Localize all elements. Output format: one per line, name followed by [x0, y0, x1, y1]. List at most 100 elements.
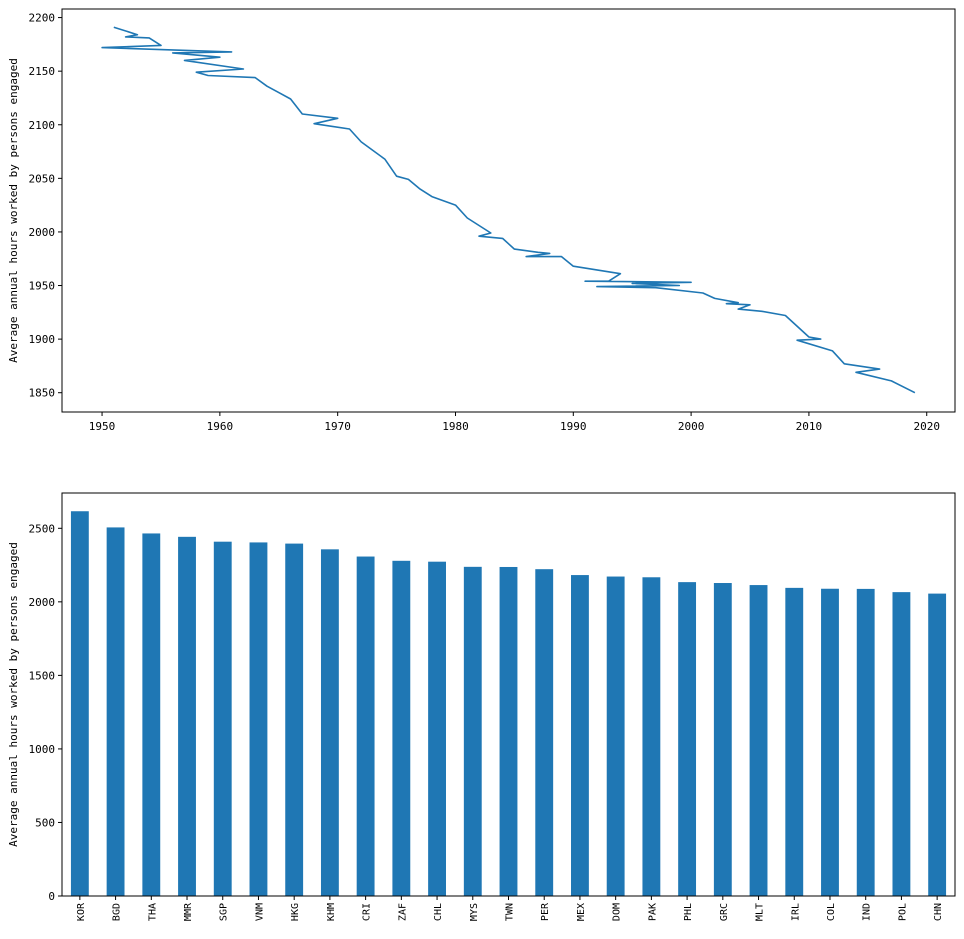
bar-ytick-label: 0 — [48, 890, 55, 903]
line-xtick-label: 2020 — [913, 420, 940, 433]
bar-chart-panel: KOR BGD THA MMR SGP VNM HKG KHM CRI ZAF CHL MYS TWN P… — [7, 492, 956, 921]
line-point-46 — [655, 287, 657, 289]
line-point-30 — [490, 232, 492, 234]
bar-dom — [606, 576, 625, 896]
bar-xtick-label: CHN — [933, 903, 944, 921]
line-point-44 — [679, 285, 681, 287]
line-point-63 — [914, 392, 916, 394]
bar-xtick-label: PHL — [683, 903, 694, 921]
bar-kor — [70, 511, 89, 896]
line-point-38 — [572, 265, 574, 267]
line-point-12 — [207, 75, 209, 77]
line-point-31 — [478, 235, 480, 237]
bar-per — [535, 569, 554, 896]
line-point-11 — [196, 71, 198, 73]
bar-xtick-label: MMR — [183, 902, 194, 921]
line-point-8 — [219, 56, 221, 58]
line-point-0 — [113, 26, 115, 28]
bar-xtick-label: IRL — [790, 903, 801, 921]
line-ytick-label: 2100 — [29, 119, 56, 132]
bar-y-axis-label: Average annual hours worked by persons e… — [7, 542, 20, 847]
line-point-9 — [184, 60, 186, 62]
line-point-1 — [137, 34, 139, 36]
line-point-61 — [855, 372, 857, 374]
bar-sgp — [213, 541, 232, 896]
line-point-43 — [631, 283, 633, 285]
line-point-52 — [737, 308, 739, 310]
line-point-13 — [254, 77, 256, 79]
line-point-24 — [396, 175, 398, 177]
bar-bgd — [106, 527, 125, 896]
bar-mys — [463, 566, 482, 896]
line-xtick-label: 1950 — [89, 420, 116, 433]
bar-mex — [571, 575, 589, 896]
bar-tha — [142, 533, 161, 896]
line-point-5 — [101, 47, 103, 49]
line-series — [101, 26, 916, 394]
bar-ytick-label: 500 — [35, 816, 55, 829]
bar-vnm — [249, 542, 268, 896]
line-ytick-label: 1900 — [29, 333, 56, 346]
line-xtick-label: 1970 — [324, 420, 351, 433]
line-point-53 — [761, 310, 763, 312]
bar-xtick-label: BGD — [112, 903, 123, 921]
bar-ytick-label: 1500 — [29, 669, 56, 682]
line-point-59 — [843, 363, 845, 365]
line-point-23 — [384, 158, 386, 160]
line-ytick-label: 2200 — [29, 12, 56, 25]
line-point-51 — [749, 304, 751, 306]
line-point-29 — [466, 217, 468, 219]
line-point-28 — [455, 204, 457, 206]
line-point-49 — [737, 302, 739, 304]
line-y-axis-label: Average annual hours worked by persons e… — [7, 58, 20, 363]
line-point-34 — [537, 252, 539, 254]
line-ytick-label: 1850 — [29, 387, 56, 400]
line-point-50 — [726, 303, 728, 305]
line-point-62 — [891, 380, 893, 382]
bar-col — [821, 588, 839, 896]
line-point-41 — [584, 280, 586, 282]
line-plot-frame — [61, 8, 956, 413]
line-point-40 — [608, 280, 610, 282]
bar-ytick-label: 1000 — [29, 743, 56, 756]
line-xtick-label: 2010 — [796, 420, 823, 433]
line-point-20 — [349, 128, 351, 130]
bar-khm — [320, 549, 339, 896]
bar-grc — [713, 583, 732, 896]
line-point-10 — [243, 68, 245, 70]
bar-ytick-label: 2000 — [29, 596, 56, 609]
line-point-17 — [302, 113, 304, 115]
line-point-21 — [360, 141, 362, 143]
line-point-14 — [266, 85, 268, 87]
line-point-35 — [549, 253, 551, 255]
bar-xtick-label: GRC — [719, 903, 730, 921]
line-point-4 — [160, 45, 162, 47]
bar-pak — [642, 577, 661, 896]
bar-xtick-label: MEX — [576, 903, 587, 921]
bar-xtick-label: HKG — [290, 903, 301, 921]
line-xtick-label: 2000 — [678, 420, 705, 433]
bar-irl — [785, 587, 804, 896]
line-point-16 — [290, 98, 292, 100]
line-point-58 — [832, 350, 834, 352]
line-point-22 — [372, 150, 374, 152]
bar-ytick-label: 2500 — [29, 522, 56, 535]
line-point-2 — [125, 36, 127, 38]
line-point-56 — [820, 338, 822, 340]
line-point-25 — [408, 179, 410, 181]
bar-xtick-label: KOR — [76, 902, 87, 921]
line-point-42 — [690, 282, 692, 284]
bar-mlt — [749, 585, 768, 896]
bar-xtick-label: CHL — [433, 903, 444, 921]
line-xtick-label: 1980 — [442, 420, 469, 433]
line-point-36 — [525, 256, 527, 258]
line-chart-panel: 1950 1960 1970 1980 1990 2000 2010 2020 1850 1900… — [7, 8, 956, 433]
bar-xtick-label: CRI — [362, 903, 373, 921]
bar-xtick-label: THA — [147, 903, 158, 921]
bar-chn — [928, 593, 947, 896]
bar-xtick-label: MLT — [755, 903, 766, 921]
line-point-55 — [808, 336, 810, 338]
line-point-26 — [419, 188, 421, 190]
